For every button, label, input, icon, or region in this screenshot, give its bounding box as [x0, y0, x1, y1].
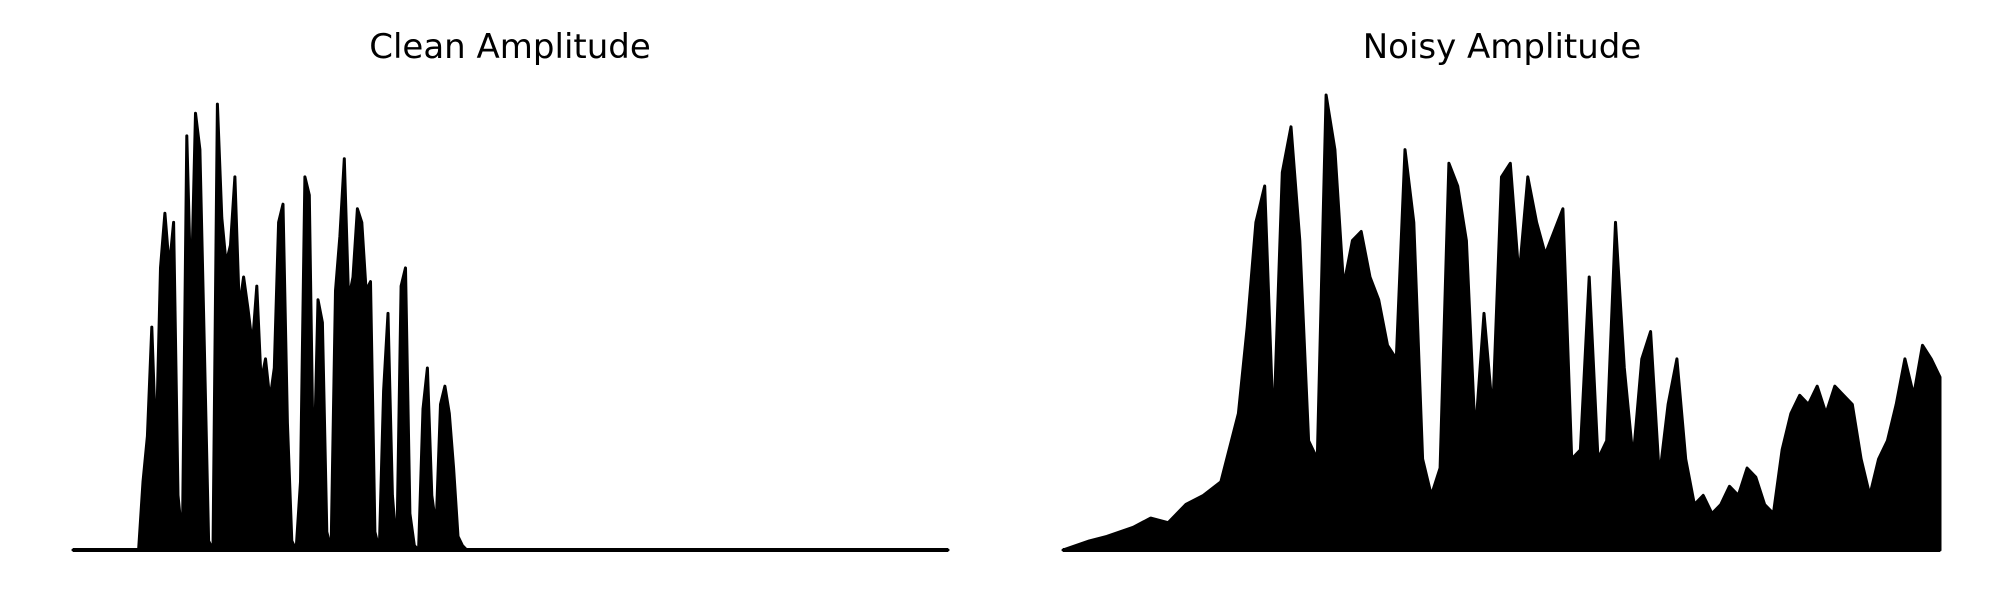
clean-amplitude-waveform: [71, 102, 950, 552]
noisy-amplitude-waveform: [1061, 93, 1942, 552]
noisy-amplitude-panel: Noisy Amplitude: [1061, 27, 1942, 552]
noisy-amplitude-title: Noisy Amplitude: [1363, 27, 1642, 67]
clean-amplitude-panel: Clean Amplitude: [71, 27, 950, 552]
waveform-area-1: [1061, 93, 1942, 552]
clean-amplitude-title: Clean Amplitude: [369, 27, 651, 67]
